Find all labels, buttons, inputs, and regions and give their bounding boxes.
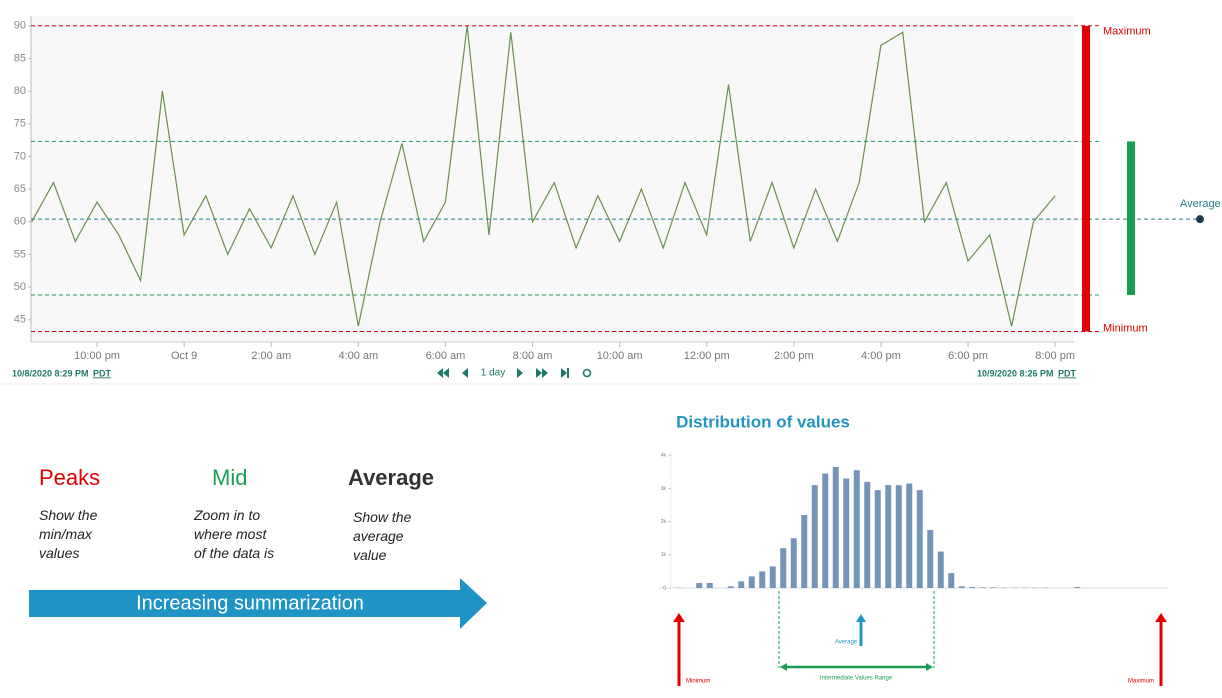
bar bbox=[811, 485, 818, 588]
legend-title: Mid bbox=[212, 465, 248, 490]
bar bbox=[958, 586, 965, 588]
bar bbox=[948, 573, 955, 588]
range-bar bbox=[1127, 141, 1135, 295]
legend-title: Average bbox=[348, 465, 435, 490]
range-bar bbox=[1082, 25, 1090, 332]
y-tick-label: 85 bbox=[14, 52, 26, 64]
bar bbox=[832, 466, 839, 588]
bar bbox=[822, 473, 829, 588]
y-tick-label: 65 bbox=[14, 183, 26, 195]
avg-arrow-head bbox=[856, 614, 866, 622]
y-tick-label: 4k bbox=[661, 453, 667, 459]
fast-forward-button[interactable] bbox=[536, 368, 548, 378]
bar bbox=[738, 581, 745, 588]
bar bbox=[748, 576, 755, 588]
y-tick-label: 70 bbox=[14, 150, 26, 162]
bar bbox=[979, 587, 986, 588]
max-label: Maximum bbox=[1128, 679, 1154, 685]
end-button-bar bbox=[567, 368, 569, 378]
bar bbox=[853, 470, 860, 588]
bar bbox=[780, 548, 787, 588]
bar bbox=[874, 490, 881, 588]
refresh-button[interactable] bbox=[582, 368, 592, 378]
legend-description: Show the average value bbox=[353, 509, 412, 563]
x-tick-label: 4:00 am bbox=[338, 350, 378, 362]
timezone[interactable]: PDT bbox=[1058, 368, 1077, 378]
legend-description: Zoom in to where most of the data is bbox=[194, 507, 275, 561]
max-arrow-head bbox=[1155, 613, 1167, 622]
reference-label: Minimum bbox=[1103, 322, 1148, 334]
bar bbox=[937, 551, 944, 588]
bar bbox=[916, 490, 923, 588]
navigator-buttons[interactable] bbox=[437, 368, 592, 378]
bar bbox=[990, 587, 997, 588]
bar bbox=[885, 485, 892, 588]
x-tick-label: 6:00 pm bbox=[948, 350, 988, 362]
y-tick-label: 0 bbox=[663, 585, 666, 591]
back-button[interactable] bbox=[462, 368, 468, 378]
avg-label: Average bbox=[835, 640, 858, 646]
bar bbox=[906, 483, 913, 588]
bar bbox=[969, 587, 976, 588]
span-label[interactable]: 1 day bbox=[481, 368, 505, 379]
x-tick-label: 8:00 am bbox=[513, 350, 553, 362]
timezone[interactable]: PDT bbox=[93, 368, 112, 378]
x-tick-label: 12:00 pm bbox=[684, 350, 730, 362]
y-tick-label: 60 bbox=[14, 216, 26, 228]
histogram-title: Distribution of values bbox=[676, 412, 850, 431]
y-tick-label: 2k bbox=[661, 519, 667, 525]
x-tick-label: 4:00 pm bbox=[861, 350, 901, 362]
y-tick-label: 75 bbox=[14, 118, 26, 130]
x-tick-label: Oct 9 bbox=[171, 350, 197, 362]
bar bbox=[801, 515, 808, 588]
legend-description: Show the min/max values bbox=[39, 507, 98, 561]
x-tick-label: 10:00 am bbox=[597, 350, 643, 362]
average-dot bbox=[1196, 215, 1204, 224]
rewind-button[interactable] bbox=[437, 368, 449, 378]
legend-title: Peaks bbox=[39, 465, 101, 490]
min-arrow-head bbox=[673, 613, 685, 622]
bar bbox=[727, 586, 734, 588]
forward-button[interactable] bbox=[517, 368, 523, 378]
x-tick-label: 8:00 pm bbox=[1035, 350, 1075, 362]
y-tick-label: 90 bbox=[14, 20, 26, 32]
bar bbox=[790, 538, 797, 588]
y-tick-label: 3k bbox=[661, 486, 667, 492]
histogram-annotations: Minimum Maximum Average Intermediate Val… bbox=[673, 591, 1167, 686]
end-time: 10/9/2020 8:26 PM bbox=[977, 368, 1054, 378]
bar bbox=[706, 583, 713, 588]
bar bbox=[864, 481, 871, 588]
y-tick-label: 80 bbox=[14, 85, 26, 97]
plot-area bbox=[31, 16, 1074, 342]
bar bbox=[843, 478, 850, 588]
bar bbox=[1074, 587, 1081, 588]
y-tick-label: 1k bbox=[661, 552, 667, 558]
min-label: Minimum bbox=[686, 679, 710, 685]
series-line bbox=[31, 25, 1056, 327]
bar bbox=[696, 583, 703, 588]
start-time: 10/8/2020 8:29 PM bbox=[12, 368, 89, 378]
reference-label: Maximum bbox=[1103, 26, 1151, 38]
x-tick-label: 10:00 pm bbox=[74, 350, 120, 362]
range-label: Intermediate Values Range bbox=[820, 676, 893, 682]
y-tick-label: 50 bbox=[14, 281, 26, 293]
bar bbox=[769, 566, 776, 588]
end-button[interactable] bbox=[561, 368, 567, 378]
y-tick-label: 55 bbox=[14, 248, 26, 260]
x-tick-label: 2:00 am bbox=[251, 350, 291, 362]
summary-arrow bbox=[29, 578, 487, 629]
x-tick-label: 6:00 am bbox=[426, 350, 466, 362]
reference-label: Average bbox=[1180, 198, 1221, 210]
bar bbox=[759, 571, 766, 588]
x-tick-label: 2:00 pm bbox=[774, 350, 814, 362]
arrow-label: Increasing summarization bbox=[136, 592, 364, 614]
y-tick-label: 45 bbox=[14, 314, 26, 326]
bar bbox=[927, 529, 934, 588]
bar bbox=[895, 485, 902, 588]
